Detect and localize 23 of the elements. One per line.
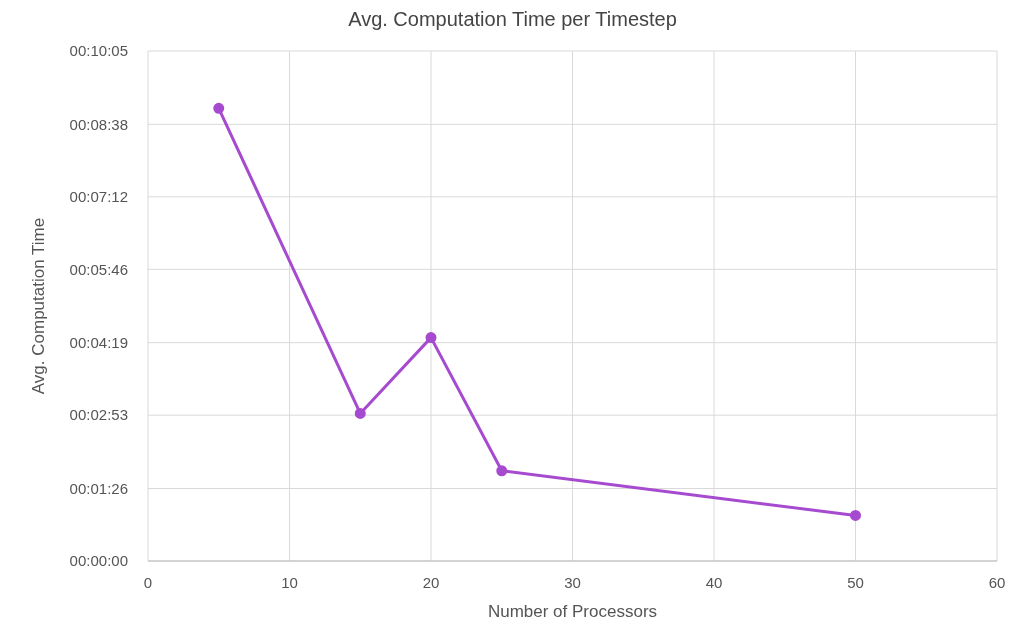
y-tick-label: 00:02:53 [69,406,128,424]
x-tick-label: 0 [143,573,153,591]
y-tick-label: 00:10:05 [69,42,128,60]
point [496,465,508,477]
y-tick-label: 00:00:00 [69,552,128,570]
point [425,332,437,344]
y-tick-label: 00:04:19 [69,333,128,351]
x-axis-title: Number of Processors [487,602,658,622]
y-axis-title: Avg. Computation Time [29,217,49,395]
x-tick-label: 50 [847,573,864,591]
x-tick-label: 20 [422,573,440,591]
point [850,509,861,521]
chart-title: Avg. Computation Time per Timestep [347,8,678,31]
x-tick-label: 30 [564,573,581,591]
y-tick-label: 00:07:12 [69,188,128,206]
point [213,102,225,114]
x-tick-label: 10 [281,573,298,591]
x-tick-label: 60 [988,573,1006,591]
y-tick-label: 00:01:26 [69,479,128,497]
y-tick-label: 00:05:46 [69,260,128,278]
x-tick-label: 40 [705,573,723,591]
point [354,407,366,419]
y-tick-label: 00:08:38 [69,115,128,133]
